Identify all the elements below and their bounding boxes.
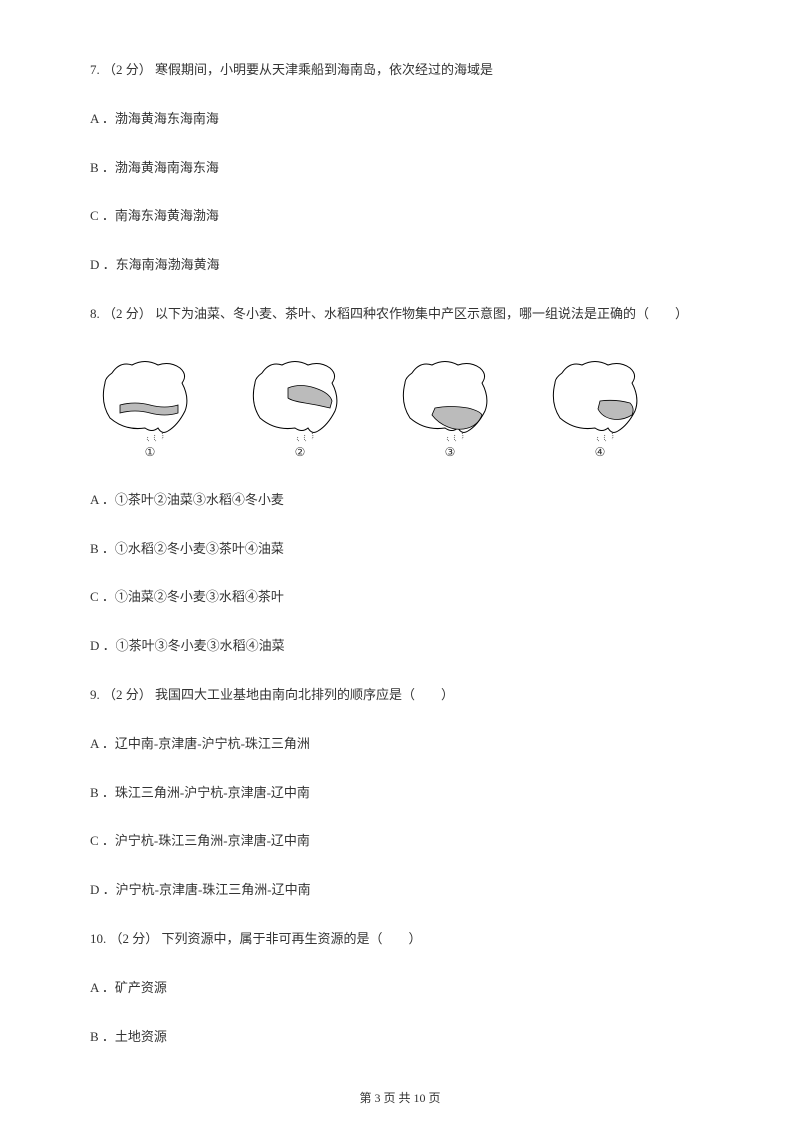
q9-opt-b: B ．珠江三角洲-沪宁杭-京津唐-辽中南 bbox=[90, 783, 710, 804]
map-3-label: ③ bbox=[445, 445, 456, 460]
q9-opt-c: C ．沪宁杭-珠江三角洲-京津唐-辽中南 bbox=[90, 831, 710, 852]
china-map-icon bbox=[390, 353, 510, 443]
q9-opt-a: A ．辽中南-京津唐-沪宁杭-珠江三角洲 bbox=[90, 734, 710, 755]
q8-opt-b: B ．①水稻②冬小麦③茶叶④油菜 bbox=[90, 539, 710, 560]
china-map-icon bbox=[540, 353, 660, 443]
q7-stem: 7. （2 分） 寒假期间，小明要从天津乘船到海南岛，依次经过的海域是 bbox=[90, 60, 710, 81]
china-map-icon bbox=[90, 353, 210, 443]
map-4-label: ④ bbox=[595, 445, 606, 460]
q10-opt-b: B ．土地资源 bbox=[90, 1027, 710, 1048]
q10-stem: 10. （2 分） 下列资源中，属于非可再生资源的是（ ） bbox=[90, 929, 710, 950]
q7-opt-c: C ．南海东海黄海渤海 bbox=[90, 206, 710, 227]
map-3: ③ bbox=[390, 353, 510, 460]
map-2-label: ② bbox=[295, 445, 306, 460]
map-1-label: ① bbox=[145, 445, 156, 460]
map-row: ① ② ③ ④ bbox=[90, 353, 710, 460]
q9-stem: 9. （2 分） 我国四大工业基地由南向北排列的顺序应是（ ） bbox=[90, 685, 710, 706]
china-map-icon bbox=[240, 353, 360, 443]
q8-opt-d: D ．①茶叶③冬小麦③水稻④油菜 bbox=[90, 636, 710, 657]
page-footer: 第 3 页 共 10 页 bbox=[0, 1089, 800, 1106]
q8-stem: 8. （2 分） 以下为油菜、冬小麦、茶叶、水稻四种农作物集中产区示意图，哪一组… bbox=[90, 304, 710, 325]
q7-opt-b: B ．渤海黄海南海东海 bbox=[90, 158, 710, 179]
map-4: ④ bbox=[540, 353, 660, 460]
q8-opt-a: A ．①茶叶②油菜③水稻④冬小麦 bbox=[90, 490, 710, 511]
q9-opt-d: D ．沪宁杭-京津唐-珠江三角洲-辽中南 bbox=[90, 880, 710, 901]
q7-opt-d: D ．东海南海渤海黄海 bbox=[90, 255, 710, 276]
map-1: ① bbox=[90, 353, 210, 460]
q8-opt-c: C ．①油菜②冬小麦③水稻④茶叶 bbox=[90, 587, 710, 608]
q7-opt-a: A ．渤海黄海东海南海 bbox=[90, 109, 710, 130]
q10-opt-a: A ．矿产资源 bbox=[90, 978, 710, 999]
map-2: ② bbox=[240, 353, 360, 460]
